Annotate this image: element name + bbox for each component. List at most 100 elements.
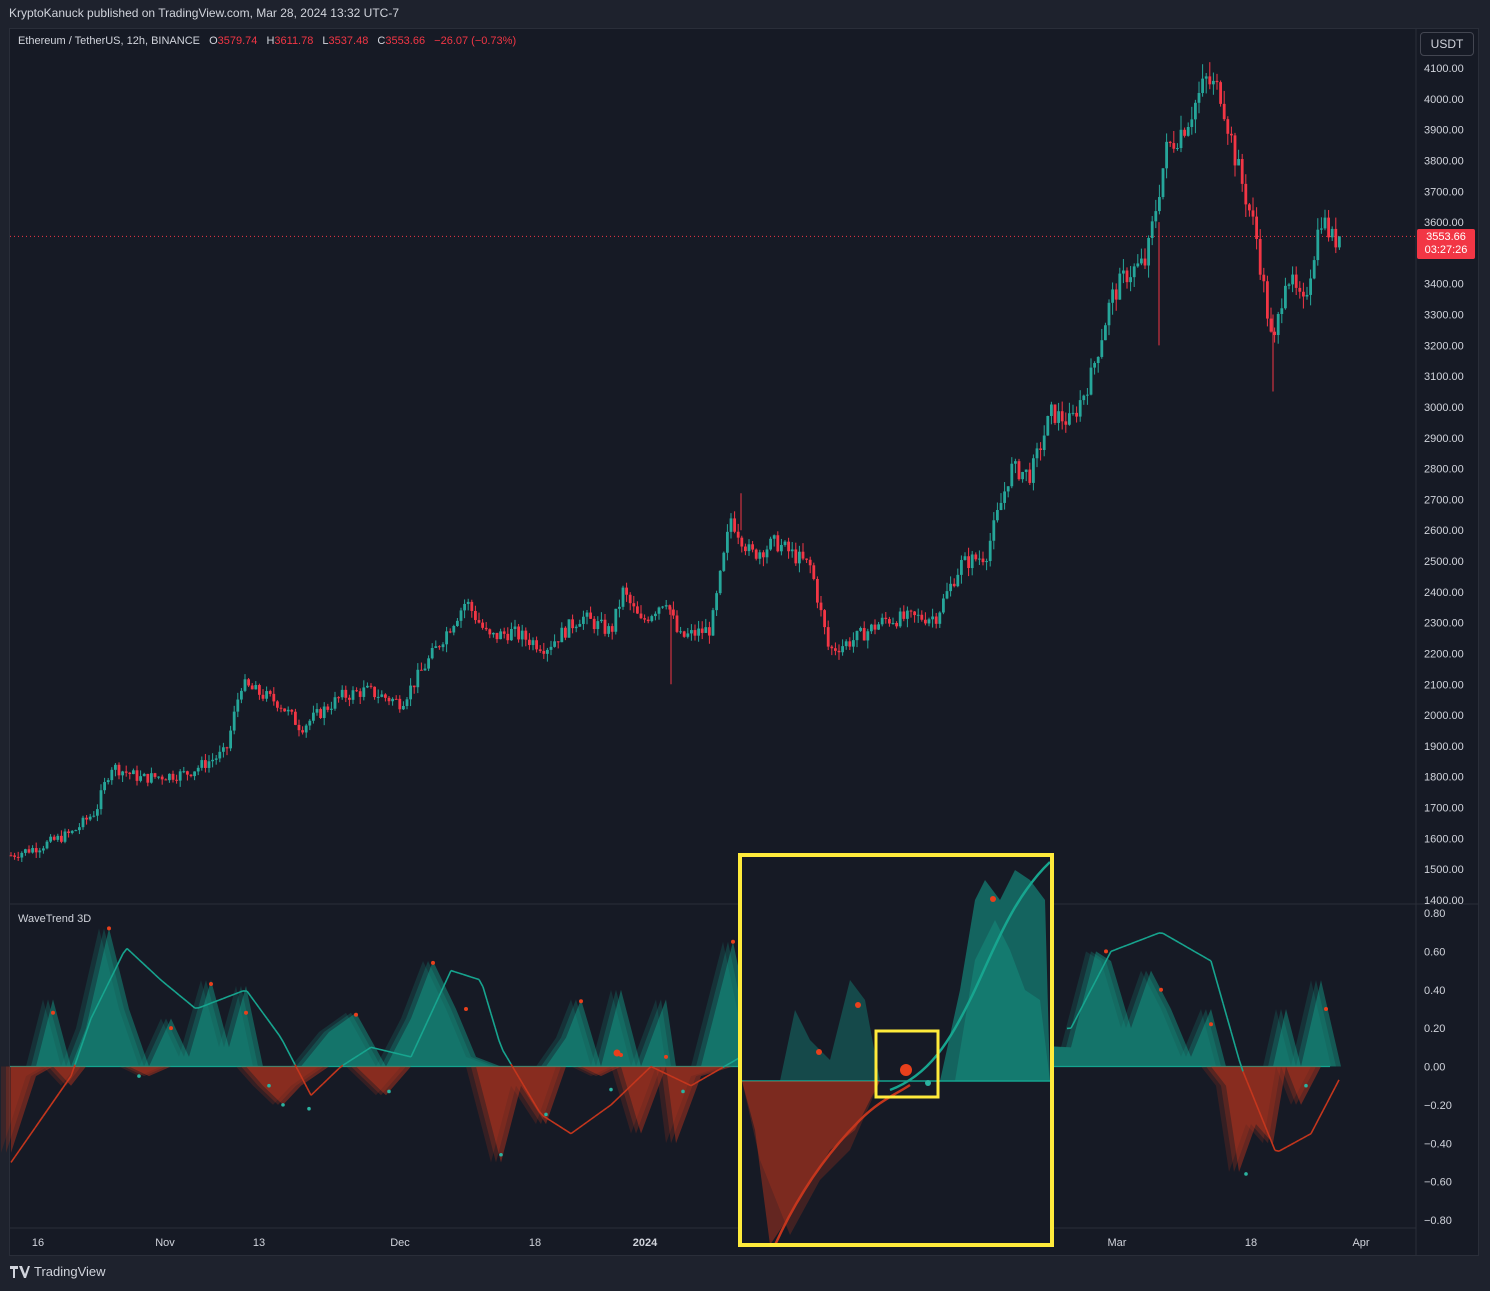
candle-body: [247, 679, 250, 686]
candle-body: [1140, 258, 1143, 264]
candle-body: [564, 627, 567, 638]
candle-body: [49, 836, 52, 842]
oscillator-axis[interactable]: 0.80 0.60 0.40 0.20 0.00 −0.20 −0.40 −0.60 −0.80: [1424, 908, 1452, 1227]
candle-body: [326, 706, 330, 710]
signal-line-segment: [106, 977, 112, 987]
price-tick-label: 3800.00: [1424, 155, 1464, 167]
candle-body: [1258, 239, 1262, 275]
candle-body: [960, 559, 963, 575]
candle-body: [355, 690, 358, 692]
currency-button[interactable]: USDT: [1420, 32, 1474, 56]
signal-line-segment: [1238, 1059, 1244, 1072]
candle-body: [420, 669, 423, 671]
signal-dot: [387, 1089, 391, 1094]
footer-brand[interactable]: TradingView: [10, 1264, 106, 1279]
signal-dot: [1159, 987, 1163, 992]
signal-line-segment: [238, 990, 244, 994]
candle-body: [430, 647, 434, 659]
time-tick-label: 18: [1245, 1237, 1257, 1249]
candle-body: [88, 816, 92, 820]
signal-line-segment: [46, 1104, 52, 1112]
candle-body: [870, 624, 873, 632]
signal-line-segment: [254, 1001, 260, 1009]
signal-line-segment: [710, 1071, 716, 1075]
price-tick-label: 3000.00: [1424, 402, 1464, 414]
signal-line-segment: [578, 1124, 584, 1129]
signal-line-segment: [78, 1041, 84, 1054]
candle-body: [45, 841, 49, 849]
signal-line-segment: [594, 1112, 600, 1118]
candle-body: [1147, 237, 1150, 266]
candle-body: [294, 711, 297, 725]
candle-body: [513, 626, 517, 629]
signal-line-segment: [702, 1075, 708, 1080]
candle-body: [96, 809, 99, 816]
candle-body: [330, 708, 333, 710]
signal-line-segment: [1126, 942, 1132, 946]
candle-body: [758, 552, 762, 559]
candle-body: [618, 606, 621, 609]
candle-body: [978, 558, 981, 560]
candle-body: [697, 628, 700, 636]
signal-line-segment: [306, 1087, 312, 1096]
candle-body: [20, 852, 24, 858]
indicator-title[interactable]: WaveTrend 3D: [18, 913, 92, 925]
signal-line-segment: [494, 1026, 500, 1041]
candle-body: [672, 609, 675, 616]
signal-line-segment: [662, 1071, 668, 1075]
candle-body: [1150, 221, 1154, 238]
signal-line-segment: [434, 996, 440, 1006]
candle-body: [834, 648, 837, 651]
candle-body: [304, 725, 308, 733]
signal-line-segment: [1094, 974, 1100, 983]
zoom-inset: [738, 853, 1054, 1247]
signal-line-segment: [602, 1107, 608, 1112]
candle-body: [1064, 421, 1068, 425]
signal-line-segment: [398, 1053, 404, 1056]
candle-body: [967, 556, 970, 569]
candle-body: [1334, 228, 1338, 248]
candle-body: [650, 616, 654, 622]
candle-body: [808, 559, 812, 566]
signal-line-segment: [706, 1073, 712, 1078]
candle-body: [1114, 289, 1118, 300]
candle-body: [985, 561, 988, 563]
signal-line-segment: [1334, 1079, 1340, 1088]
candle-body: [553, 641, 556, 647]
signal-line-segment: [234, 991, 240, 995]
candle-body: [319, 709, 322, 718]
candle-body: [596, 621, 600, 630]
signal-line-segment: [1246, 1081, 1252, 1092]
signal-line-segment: [1290, 1141, 1296, 1146]
candle-body: [952, 583, 956, 587]
price-tick-label: 4100.00: [1424, 63, 1464, 75]
price-axis[interactable]: 4100.00 4000.00 3900.00 3800.00 3700.00 3600.…: [1424, 63, 1464, 907]
signal-line-segment: [206, 1002, 212, 1006]
symbol-legend[interactable]: Ethereum / TetherUS, 12h, BINANCE O3579.…: [18, 35, 516, 47]
candle-body: [625, 587, 628, 595]
candle-body: [114, 764, 117, 770]
candle-body: [466, 601, 470, 604]
candle-body: [362, 687, 366, 697]
candle-body: [254, 685, 258, 690]
signal-line-segment: [210, 1000, 216, 1004]
signal-line-segment: [730, 1059, 736, 1064]
signal-line-segment: [726, 1061, 732, 1066]
signal-line-segment: [1234, 1045, 1240, 1060]
signal-line-segment: [1138, 938, 1144, 942]
signal-line-segment: [1214, 974, 1220, 990]
time-tick-label: 16: [32, 1237, 44, 1249]
signal-line-segment: [1162, 932, 1168, 937]
candle-body: [736, 531, 740, 538]
candle-body: [754, 549, 758, 559]
signal-line-segment: [506, 1056, 512, 1065]
signal-line-segment: [450, 969, 456, 973]
candle-body: [556, 641, 560, 643]
candle-body: [1082, 395, 1086, 401]
signal-line-segment: [158, 977, 164, 983]
price-tick-label: 3700.00: [1424, 186, 1464, 198]
signal-line-segment: [654, 1067, 660, 1072]
time-tick-label: 2024: [633, 1237, 658, 1249]
time-axis[interactable]: 16 Nov 13 Dec 18 2024 Mar 18 Apr: [32, 1237, 1370, 1249]
